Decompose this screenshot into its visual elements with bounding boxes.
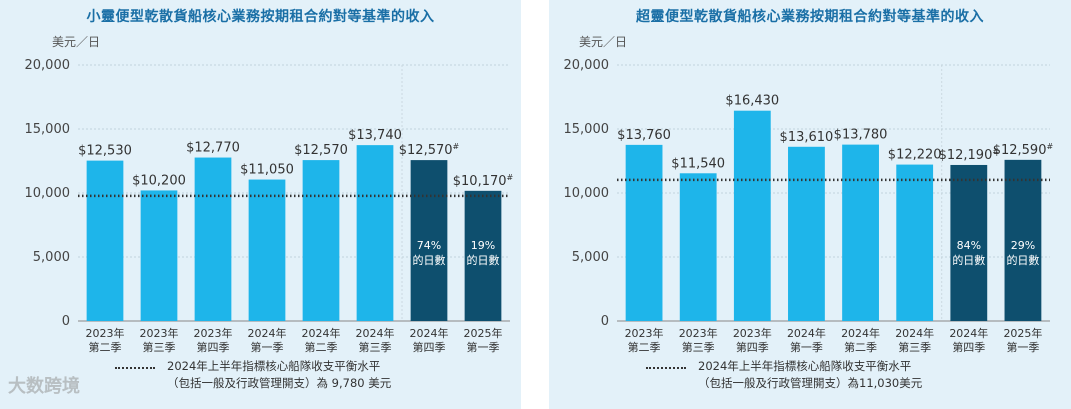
- right-bar: [896, 164, 934, 321]
- right-value-label: $13,760: [617, 128, 671, 143]
- right-x-tick-label: 第一季: [790, 340, 823, 354]
- left-y-tick-label: 5,000: [33, 250, 70, 265]
- left-bar-inner-label: 的日數: [413, 253, 446, 267]
- right-y-tick-label: 15,000: [564, 122, 610, 137]
- left-y-tick-label: 15,000: [25, 122, 71, 137]
- right-bar: [950, 164, 988, 321]
- right-bar: [1004, 159, 1042, 321]
- right-y-tick-label: 0: [601, 314, 609, 329]
- left-x-tick-label: 2024年: [410, 326, 449, 340]
- right-chart-panel: 超靈便型乾散貨船核心業務按期租合約對等基準的收入 美元／日 0 5,000 10,0…: [549, 0, 1071, 409]
- left-legend-line-2: （包括一般及行政管理開支）為 9,780 美元: [167, 376, 392, 390]
- right-value-label: $11,540: [671, 156, 725, 171]
- right-x-tick-label: 2025年: [1003, 326, 1042, 340]
- right-y-tick-label: 10,000: [564, 186, 610, 201]
- left-x-tick-label: 第二季: [89, 340, 122, 354]
- right-y-tick-label: 20,000: [564, 58, 610, 73]
- right-y-tick-label: 5,000: [572, 250, 609, 265]
- left-y-tick-label: 20,000: [25, 58, 71, 73]
- left-value-label: $12,570: [294, 143, 348, 158]
- left-breakeven-legend-line: [115, 367, 155, 369]
- right-x-tick-label: 第三季: [898, 340, 931, 354]
- left-x-tick-label: 2025年: [464, 326, 503, 340]
- left-value-label: $10,200: [132, 173, 186, 188]
- right-x-tick-label: 2024年: [949, 326, 988, 340]
- left-bar: [140, 190, 178, 321]
- left-x-tick-label: 2024年: [302, 326, 341, 340]
- right-x-tick-label: 第二季: [628, 340, 661, 354]
- right-x-tick-label: 第二季: [844, 340, 877, 354]
- left-value-label: $11,050: [240, 163, 294, 178]
- left-x-tick-label: 第四季: [413, 340, 446, 354]
- left-y-tick-label: 10,000: [25, 186, 71, 201]
- right-x-tick-label: 第三季: [682, 340, 715, 354]
- left-value-label: $12,570#: [399, 142, 460, 158]
- left-bar-chart: 05,00010,00015,00020,000$12,5302023年第二季$…: [25, 58, 514, 354]
- left-bar: [464, 190, 502, 321]
- right-x-tick-label: 第四季: [952, 340, 985, 354]
- right-bar: [733, 110, 771, 321]
- right-x-tick-label: 2024年: [895, 326, 934, 340]
- left-chart-panel: 小靈便型乾散貨船核心業務按期租合約對等基準的收入 美元／日 0 5,000 10,0…: [0, 0, 521, 409]
- left-bar: [302, 160, 340, 321]
- right-x-tick-label: 2023年: [679, 326, 718, 340]
- left-x-tick-label: 第一季: [467, 340, 500, 354]
- right-breakeven-legend-line: [646, 367, 686, 369]
- right-bar: [788, 146, 825, 321]
- left-x-tick-label: 2023年: [140, 326, 179, 340]
- left-bar-inner-label: 19%: [471, 239, 495, 252]
- left-y-tick-label: 0: [62, 314, 70, 329]
- right-value-label: $12,590#: [993, 142, 1054, 158]
- right-bar: [679, 173, 717, 321]
- left-x-tick-label: 第一季: [251, 340, 284, 354]
- left-bar: [356, 145, 394, 321]
- left-x-tick-label: 第三季: [143, 340, 176, 354]
- left-bar: [86, 160, 124, 321]
- right-bar: [625, 144, 663, 321]
- left-x-tick-label: 第三季: [359, 340, 392, 354]
- right-value-label: $12,190#: [939, 147, 1000, 163]
- right-value-label: $13,780: [834, 128, 888, 143]
- right-legend-line-1: 2024年上半年指標核心船隊收支平衡水平: [698, 359, 912, 373]
- left-x-tick-label: 2023年: [194, 326, 233, 340]
- watermark: 大数跨境: [8, 376, 80, 397]
- right-bar-inner-label: 的日數: [1006, 253, 1039, 267]
- left-value-label: $10,170#: [453, 173, 514, 189]
- left-value-label: $12,770: [186, 141, 240, 156]
- right-value-label: $16,430: [725, 94, 779, 109]
- right-x-tick-label: 2023年: [733, 326, 772, 340]
- left-legend: 2024年上半年指標核心船隊收支平衡水平 （包括一般及行政管理開支）為 9,78…: [115, 358, 391, 392]
- right-x-tick-label: 第一季: [1006, 340, 1039, 354]
- left-unit-label: 美元／日: [52, 35, 101, 49]
- right-x-tick-label: 2024年: [841, 326, 880, 340]
- right-legend: 2024年上半年指標核心船隊收支平衡水平 （包括一般及行政管理開支）為11,03…: [646, 358, 922, 392]
- left-bar-inner-label: 的日數: [467, 253, 500, 267]
- right-unit-label: 美元／日: [579, 35, 628, 49]
- right-x-tick-label: 2023年: [625, 326, 664, 340]
- left-bar: [248, 179, 286, 321]
- left-legend-line-1: 2024年上半年指標核心船隊收支平衡水平: [167, 359, 381, 373]
- left-chart-title: 小靈便型乾散貨船核心業務按期租合約對等基準的收入: [86, 9, 435, 25]
- right-x-tick-label: 第四季: [736, 340, 769, 354]
- left-x-tick-label: 2024年: [248, 326, 287, 340]
- left-bar: [410, 160, 448, 321]
- left-value-label: $12,530: [78, 144, 132, 159]
- right-value-label: $12,220: [888, 148, 942, 163]
- right-bar-inner-label: 29%: [1011, 239, 1035, 252]
- left-bar: [194, 157, 232, 321]
- left-bar-inner-label: 74%: [417, 239, 441, 252]
- left-x-tick-label: 第四季: [197, 340, 230, 354]
- left-x-tick-label: 2024年: [356, 326, 395, 340]
- right-bar-chart: 05,00010,00015,00020,000$13,7602023年第二季$…: [564, 58, 1054, 354]
- left-x-tick-label: 2023年: [86, 326, 125, 340]
- left-x-tick-label: 第二季: [305, 340, 338, 354]
- right-bar: [842, 144, 879, 321]
- right-value-label: $13,610: [780, 130, 834, 145]
- right-bar-inner-label: 84%: [957, 239, 981, 252]
- right-x-tick-label: 2024年: [787, 326, 826, 340]
- left-value-label: $13,740: [348, 128, 402, 143]
- right-bar-inner-label: 的日數: [952, 253, 985, 267]
- right-chart-title: 超靈便型乾散貨船核心業務按期租合約對等基準的收入: [636, 9, 984, 25]
- right-legend-line-2: （包括一般及行政管理開支）為11,030美元: [698, 376, 923, 390]
